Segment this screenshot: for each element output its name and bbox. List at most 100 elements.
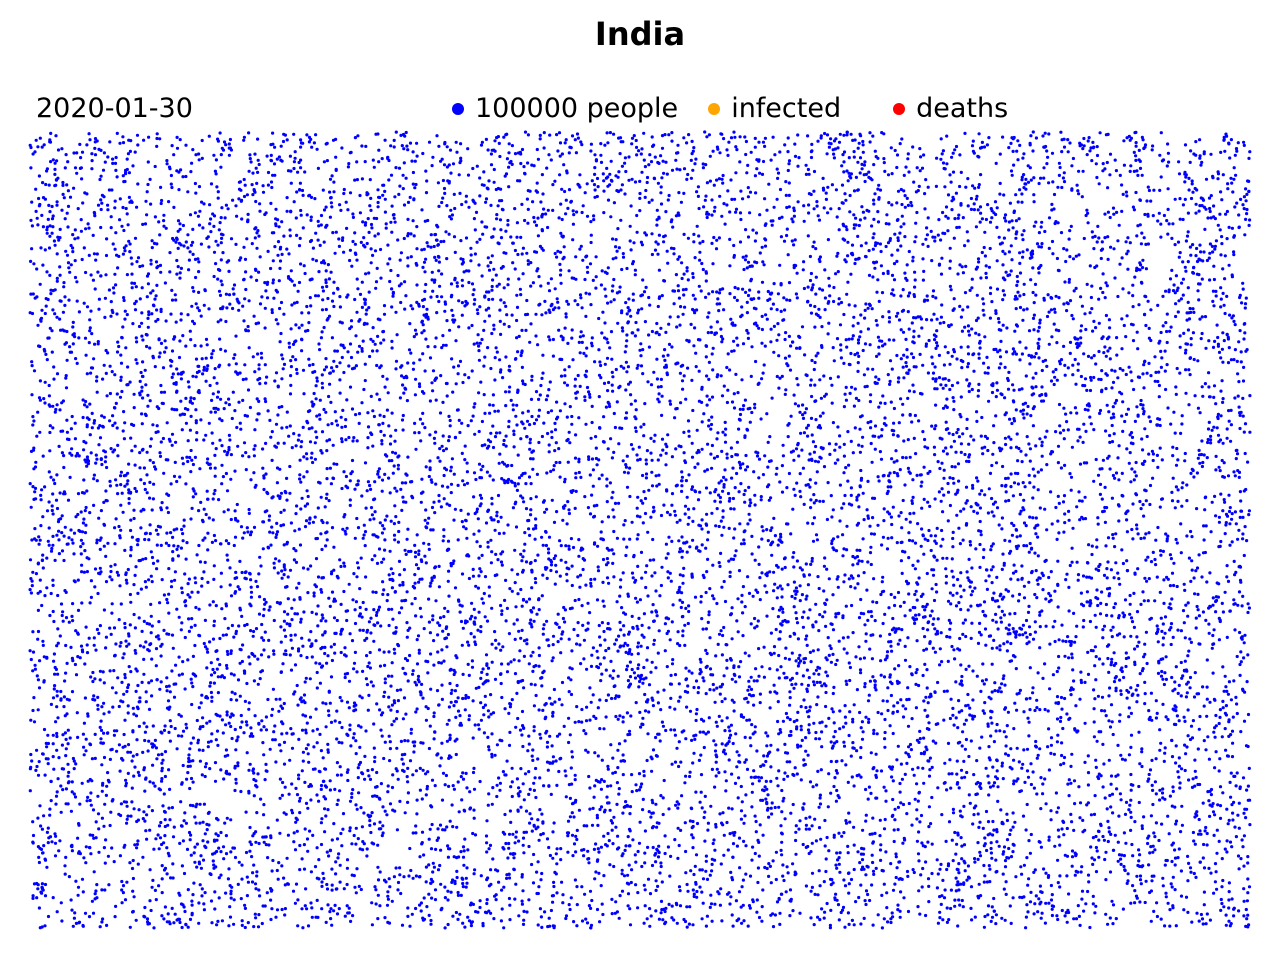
data-point [386, 391, 390, 395]
data-point [1137, 148, 1141, 152]
data-point [424, 465, 428, 469]
data-point [329, 675, 334, 679]
data-point [563, 189, 567, 194]
data-point [160, 761, 164, 765]
data-point [1197, 553, 1201, 557]
data-point [148, 523, 152, 527]
data-point [690, 738, 694, 743]
data-point [1204, 922, 1208, 926]
data-point [95, 627, 99, 632]
data-point [89, 675, 93, 679]
data-point [697, 234, 701, 238]
data-point [842, 580, 846, 584]
data-point [888, 238, 892, 243]
data-point [196, 257, 200, 261]
data-point [77, 454, 81, 458]
data-point [353, 621, 358, 626]
data-point [370, 513, 374, 517]
data-point [571, 358, 575, 362]
data-point [40, 488, 44, 492]
data-point [159, 390, 164, 394]
data-point [1206, 790, 1210, 794]
data-point [216, 834, 220, 838]
data-point [1036, 582, 1040, 586]
data-point [175, 169, 179, 173]
data-point [1110, 368, 1114, 372]
data-point [1193, 842, 1197, 846]
data-point [405, 537, 409, 541]
data-point [1108, 916, 1112, 920]
data-point [133, 463, 137, 467]
data-point [328, 190, 332, 194]
data-point [853, 586, 857, 590]
data-point [1230, 897, 1234, 901]
data-point [495, 794, 499, 799]
data-point [859, 746, 863, 750]
data-point [308, 715, 313, 719]
data-point [199, 500, 203, 504]
data-point [125, 273, 129, 277]
data-point [672, 252, 676, 256]
data-point [857, 645, 861, 649]
data-point [131, 754, 135, 758]
data-point [957, 786, 961, 790]
data-point [513, 841, 517, 845]
data-point [588, 786, 592, 790]
data-point [520, 252, 524, 256]
data-point [957, 225, 961, 229]
data-point [1228, 780, 1232, 785]
data-point [263, 363, 267, 367]
data-point [403, 739, 407, 743]
data-point [595, 813, 599, 818]
data-point [1157, 370, 1161, 374]
data-point [528, 812, 532, 816]
data-point [694, 351, 698, 355]
data-point [1138, 762, 1142, 766]
data-point [729, 317, 733, 321]
data-point [494, 431, 499, 435]
data-point [754, 830, 758, 834]
data-point [322, 208, 327, 212]
data-point [877, 435, 881, 439]
data-point [204, 379, 208, 383]
data-point [878, 188, 883, 192]
data-point [906, 152, 910, 156]
data-point [911, 478, 915, 482]
data-point [664, 728, 668, 733]
data-point [757, 457, 762, 461]
data-point [1000, 527, 1004, 531]
data-point [373, 755, 377, 759]
data-point [165, 597, 169, 602]
data-point [905, 698, 909, 702]
data-point [952, 583, 956, 587]
data-point [421, 305, 425, 309]
data-point [140, 680, 144, 685]
data-point [590, 493, 594, 497]
data-point [941, 406, 946, 410]
data-point [1182, 331, 1186, 335]
data-point [807, 715, 811, 719]
data-point [965, 230, 969, 234]
data-point [950, 155, 954, 159]
data-point [186, 771, 190, 775]
data-point [81, 521, 85, 525]
data-point [1091, 140, 1095, 144]
data-point [720, 585, 724, 589]
data-point [115, 131, 119, 135]
data-point [660, 134, 665, 138]
data-point [560, 880, 564, 884]
data-point [119, 503, 123, 507]
data-point [866, 327, 871, 331]
data-point [804, 823, 809, 827]
data-point [938, 466, 942, 471]
data-point [974, 197, 979, 201]
data-point [493, 378, 497, 382]
data-point [590, 344, 594, 348]
data-point [1149, 199, 1153, 203]
data-point [519, 636, 523, 640]
data-point [600, 672, 604, 676]
data-point [988, 785, 993, 789]
data-point [415, 798, 419, 802]
data-point [904, 165, 908, 169]
data-point [254, 166, 258, 170]
